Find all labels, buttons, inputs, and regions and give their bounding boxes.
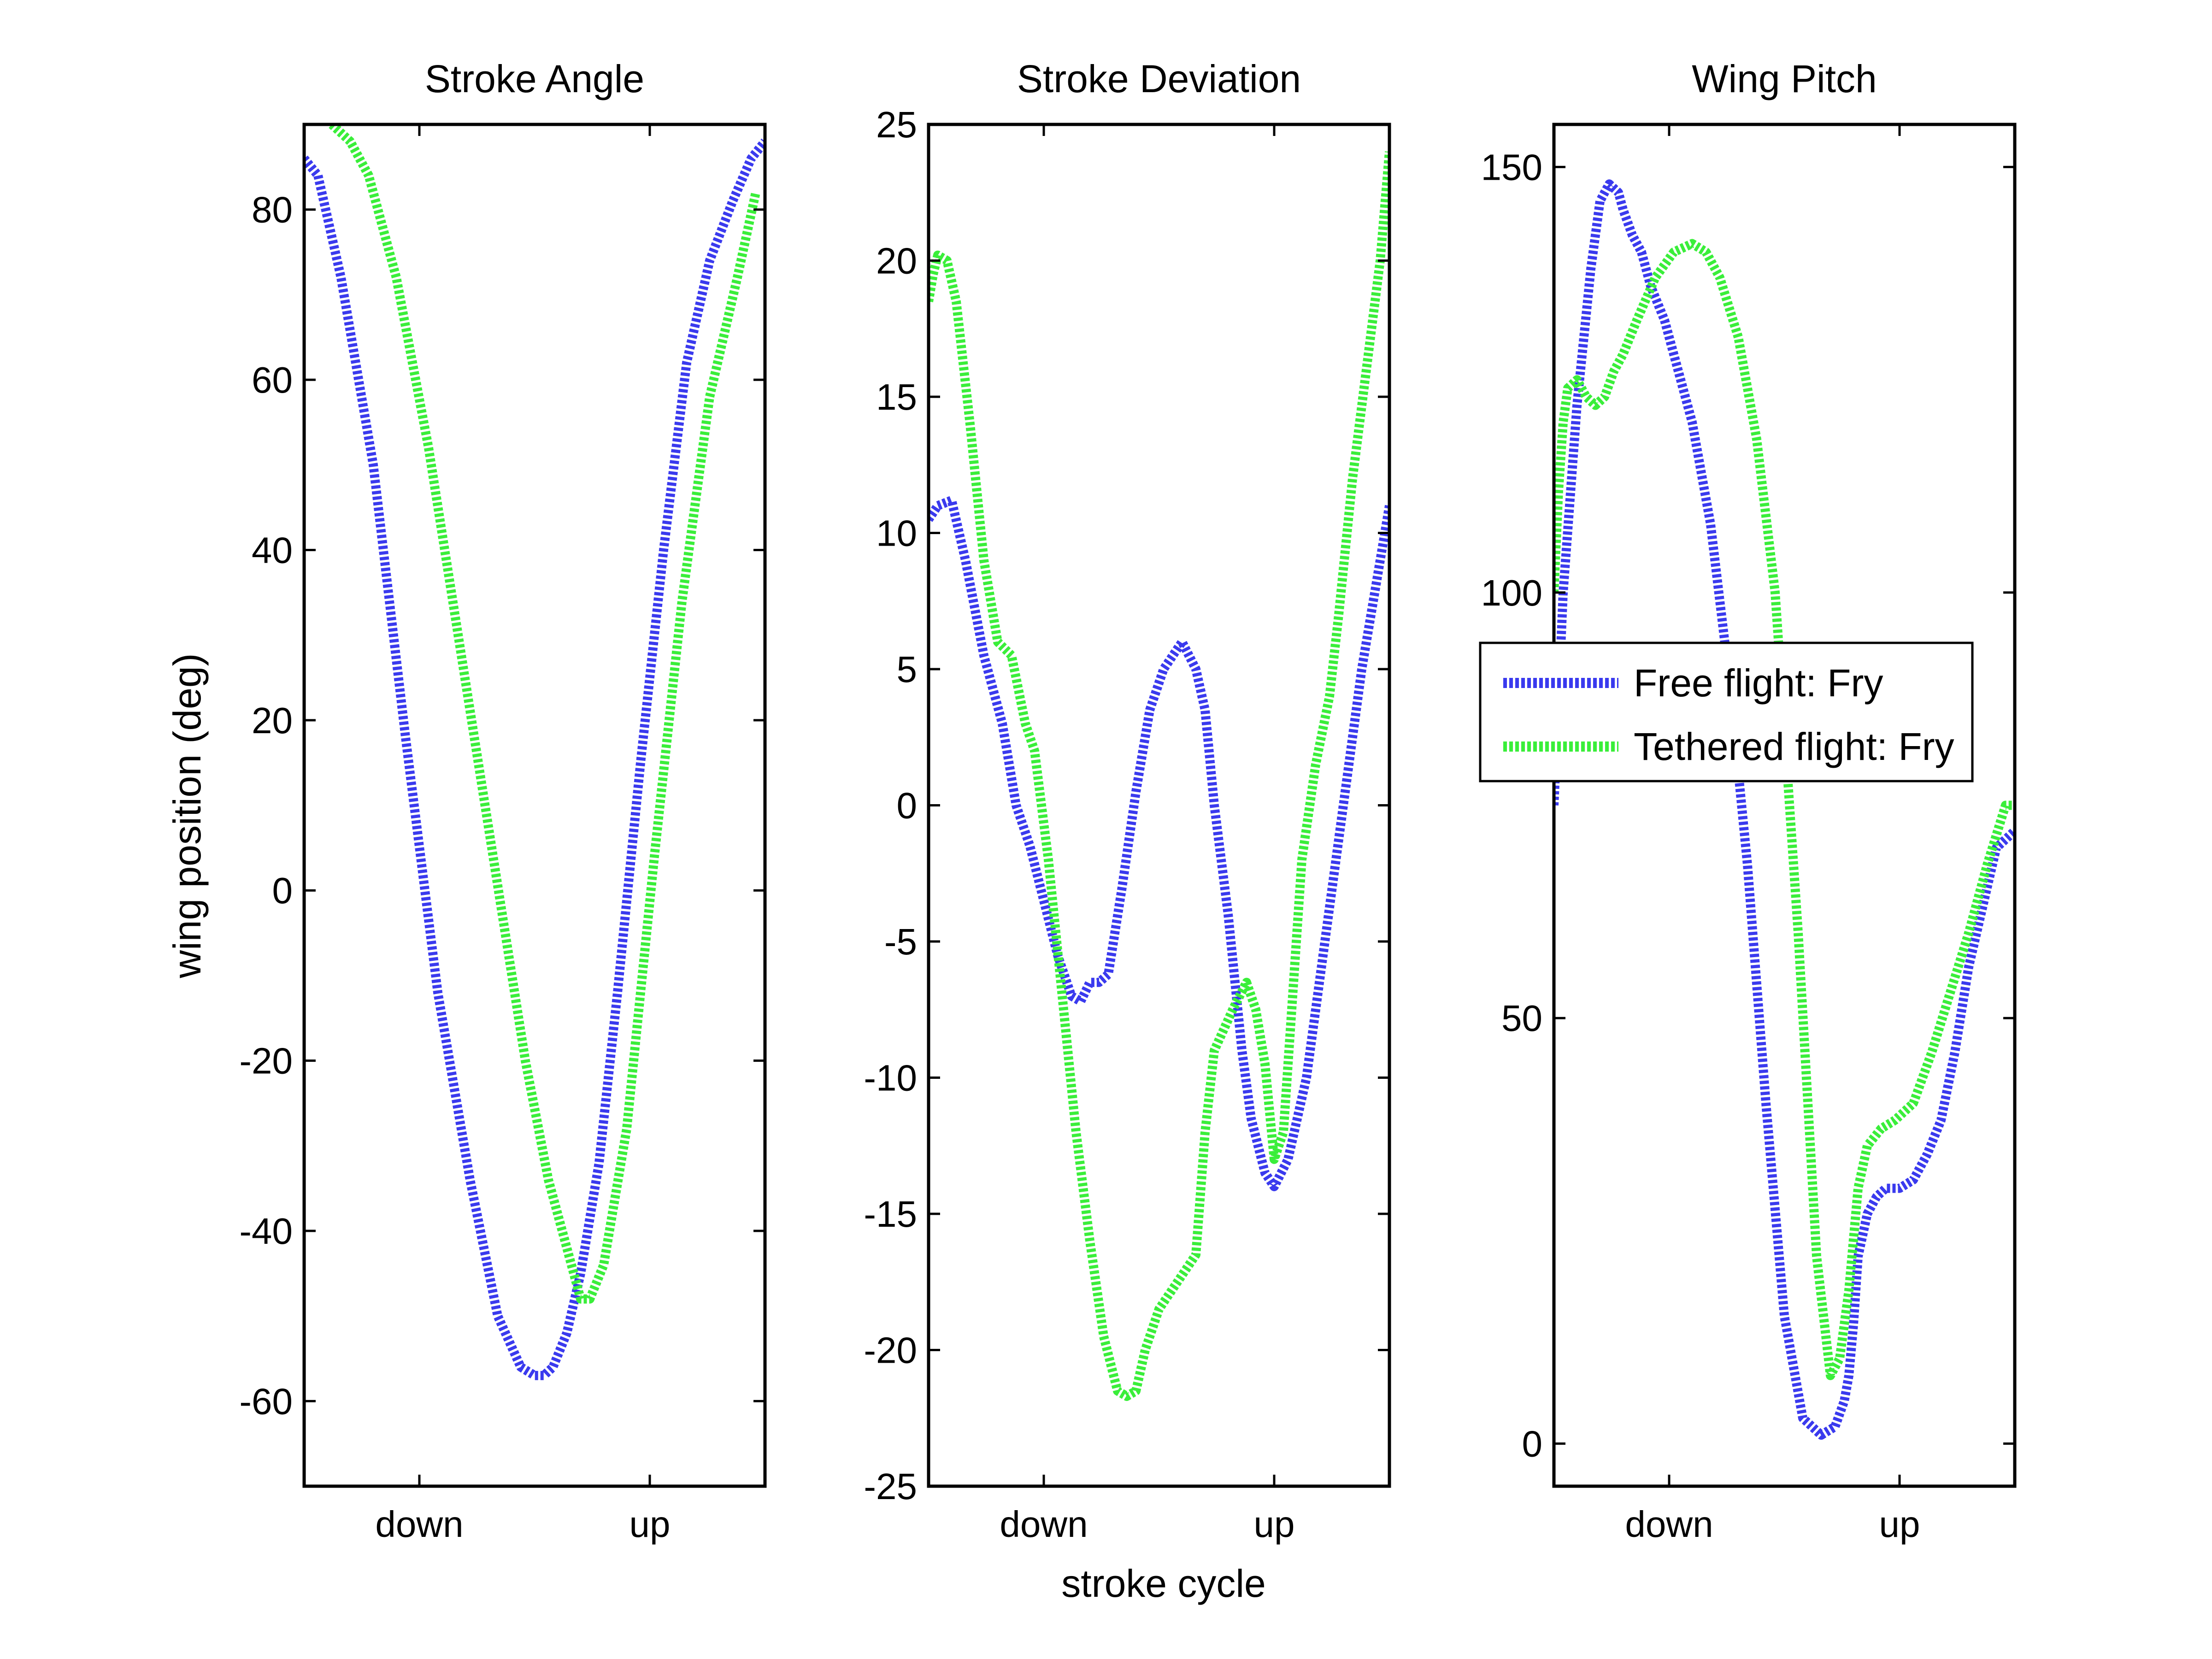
series-line-tethered-flight [929, 151, 1389, 1401]
subplot-stroke-angle: -60 -40 -20 0 20 40 60 80 down up Stroke Angle [239, 57, 767, 1545]
y-tick-label: -10 [864, 1058, 917, 1099]
plot-area [304, 124, 765, 1486]
series-line-free-flight [929, 495, 1389, 1191]
x-tick-label: up [629, 1504, 671, 1545]
y-tick-label: 80 [252, 189, 293, 230]
y-tick-label: 20 [876, 241, 917, 282]
y-tick-label: 0 [897, 785, 918, 826]
axes-frame [302, 123, 767, 1488]
series-line-free-flight [304, 138, 765, 1380]
y-tick-label: 100 [1481, 572, 1542, 613]
y-tick-label: -5 [884, 921, 917, 962]
plot-area [929, 124, 1389, 1486]
x-axis-label: stroke cycle [1061, 1562, 1265, 1605]
y-tick-label: -15 [864, 1194, 917, 1235]
series-line-free-flight [1554, 179, 2015, 1440]
y-tick-label: 15 [876, 377, 917, 418]
x-tick-label: down [375, 1504, 463, 1545]
x-tick-label: down [1625, 1504, 1713, 1545]
x-tick-label: up [1879, 1504, 1920, 1545]
y-axis-label: wing position (deg) [165, 653, 209, 978]
legend: Free flight: Fry Tethered flight: Fry [1479, 641, 1974, 782]
panel-title-stroke-angle: Stroke Angle [425, 57, 644, 100]
plot-area [1554, 124, 2015, 1486]
subplot-stroke-deviation: -25 -20 -15 -10 -5 0 5 10 15 20 25 down up Stroke Dev… [864, 57, 1391, 1545]
y-tick-label: 20 [252, 700, 293, 741]
series-line-tethered-flight [1554, 239, 2015, 1380]
x-tick-label: up [1254, 1504, 1295, 1545]
y-tick-label: 150 [1481, 147, 1542, 188]
y-tick-label: 0 [272, 870, 293, 911]
y-tick-label: 5 [897, 649, 918, 690]
subplot-wing-pitch: 0 50 100 150 down up Wing Pitch [1481, 57, 2017, 1545]
legend-label-tethered-flight: Tethered flight: Fry [1634, 725, 1954, 768]
y-tick-label: -20 [239, 1041, 293, 1082]
y-tick-label: -25 [864, 1466, 917, 1507]
y-tick-label: -20 [864, 1330, 917, 1371]
axes-frame [1552, 123, 2017, 1488]
y-tick-label: 0 [1522, 1424, 1543, 1465]
panel-title-wing-pitch: Wing Pitch [1692, 57, 1877, 100]
y-tick-label: 10 [876, 513, 917, 554]
panel-title-stroke-deviation: Stroke Deviation [1017, 57, 1301, 100]
y-tick-label: -40 [239, 1211, 293, 1252]
legend-label-free-flight: Free flight: Fry [1634, 661, 1883, 705]
legend-box [1479, 641, 1974, 782]
y-tick-label: 25 [876, 104, 917, 145]
series-line-tethered-flight [329, 124, 760, 1304]
y-tick-label: -60 [239, 1381, 293, 1422]
x-tick-label: down [1000, 1504, 1088, 1545]
y-tick-label: 60 [252, 359, 293, 400]
y-tick-label: 50 [1501, 998, 1542, 1039]
y-tick-label: 40 [252, 529, 293, 571]
